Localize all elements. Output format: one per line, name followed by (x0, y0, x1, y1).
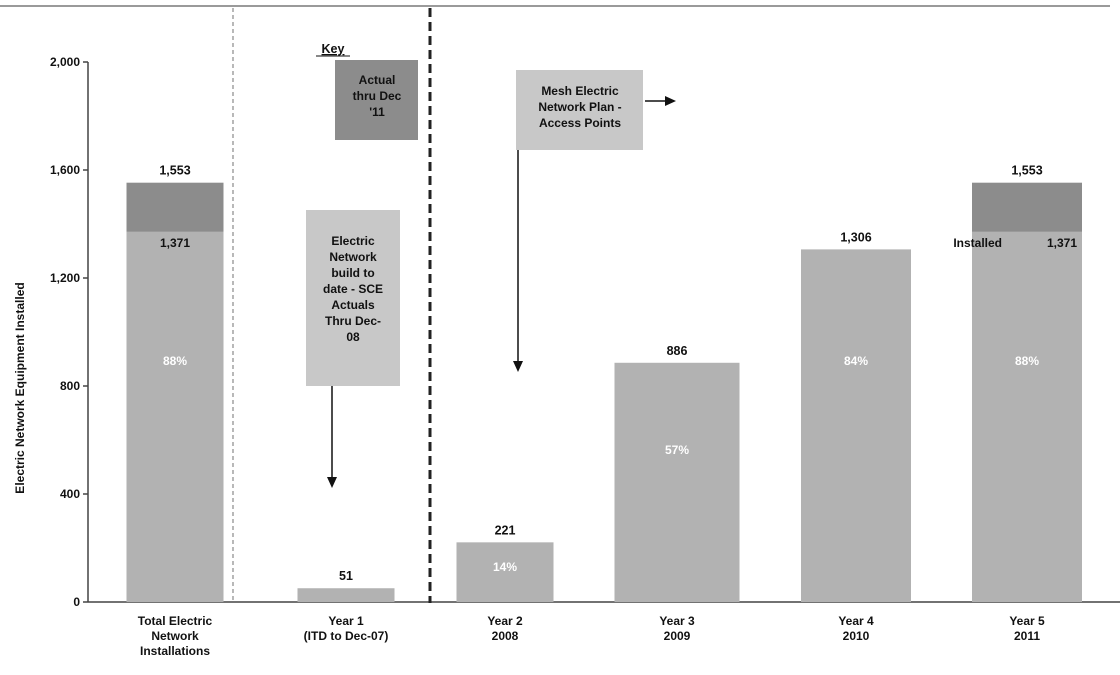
callout-build-text: Actuals (331, 298, 375, 312)
key-title: Key (322, 42, 345, 56)
x-tick-label: 2011 (1014, 629, 1040, 643)
x-tick-label: 2008 (492, 629, 519, 643)
x-tick-label: Year 3 (659, 614, 695, 628)
x-tick-label: (ITD to Dec-07) (304, 629, 389, 643)
x-tick-label: Year 2 (487, 614, 523, 628)
annotations: Mesh Electric Network Plan - Access Points… (306, 70, 676, 488)
key-actual-label: '11 (369, 105, 385, 119)
section-dividers (232, 8, 432, 603)
bar-installed (614, 362, 740, 602)
y-tick-label: 400 (60, 487, 80, 501)
x-tick-label: Network (151, 629, 199, 643)
percent-label: 14% (493, 560, 517, 574)
callout-plan-box (516, 70, 643, 150)
bar-installed (126, 231, 224, 602)
callout-build-text: date - SCE (323, 282, 383, 296)
x-tick-label: Year 1 (328, 614, 364, 628)
total-label: 1,306 (840, 230, 871, 244)
bars (126, 182, 1082, 602)
callout-build-text: build to (331, 266, 374, 280)
key-swatch-actual (335, 60, 418, 140)
bar-installed (297, 588, 395, 602)
y-tick-label: 800 (60, 379, 80, 393)
callout-plan-text: Network Plan - (538, 100, 621, 114)
segment-label: 1,371 (1047, 236, 1077, 250)
percent-label: 84% (844, 354, 868, 368)
y-axis-label: Electric Network Equipment Installed (13, 282, 27, 493)
total-label: 886 (667, 344, 688, 358)
callout-build-text: Thru Dec- (325, 314, 381, 328)
callout-build-box (306, 210, 400, 386)
bar-installed (801, 249, 911, 602)
callout-plan-drop-arrowhead (513, 361, 523, 372)
y-tick-label: 1,200 (50, 271, 80, 285)
percent-label: 88% (163, 354, 187, 368)
bar-installed (456, 542, 554, 602)
percent-label: 88% (1015, 354, 1039, 368)
x-tick-label: 2009 (664, 629, 691, 643)
x-tick-label: Year 5 (1009, 614, 1045, 628)
callout-build-text: 08 (346, 330, 360, 344)
total-label: 1,553 (1011, 164, 1042, 178)
callout-build-arrowhead (327, 477, 337, 488)
data-labels: 1,553 1,371 88% 51 221 14% 886 57% 1,306 84% 1,553… (159, 164, 1077, 584)
callout-build-text: Network (329, 250, 377, 264)
bar-actual (972, 182, 1082, 232)
y-axis: 0 400 800 1,200 1,600 2,000 (50, 55, 1120, 609)
segment-label: 1,371 (160, 236, 190, 250)
total-label: 1,553 (159, 164, 190, 178)
legend-key: Key Actual thru Dec '11 (316, 42, 418, 140)
total-label: 221 (495, 523, 516, 537)
percent-label: 57% (665, 443, 689, 457)
bar-installed (972, 231, 1082, 602)
callout-plan-arrowhead (665, 96, 676, 106)
x-tick-label: 2010 (843, 629, 870, 643)
total-label: 51 (339, 569, 353, 583)
x-tick-label: Year 4 (838, 614, 874, 628)
bar-actual (126, 182, 224, 232)
callout-plan-text: Mesh Electric (541, 84, 619, 98)
y-tick-label: 0 (73, 595, 80, 609)
y-tick-label: 2,000 (50, 55, 80, 69)
key-actual-label: Actual (359, 73, 396, 87)
x-tick-label: Installations (140, 644, 210, 658)
callout-build-text: Electric (331, 234, 375, 248)
installed-label: Installed (953, 236, 1002, 250)
y-tick-label: 1,600 (50, 163, 80, 177)
key-actual-label: thru Dec (353, 89, 402, 103)
x-tick-label: Total Electric (138, 614, 213, 628)
callout-plan-text: Access Points (539, 116, 621, 130)
